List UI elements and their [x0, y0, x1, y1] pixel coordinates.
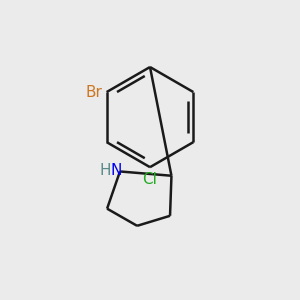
Text: H: H: [99, 163, 111, 178]
Text: Br: Br: [85, 85, 102, 100]
Text: Cl: Cl: [142, 172, 158, 187]
Text: N: N: [111, 163, 122, 178]
